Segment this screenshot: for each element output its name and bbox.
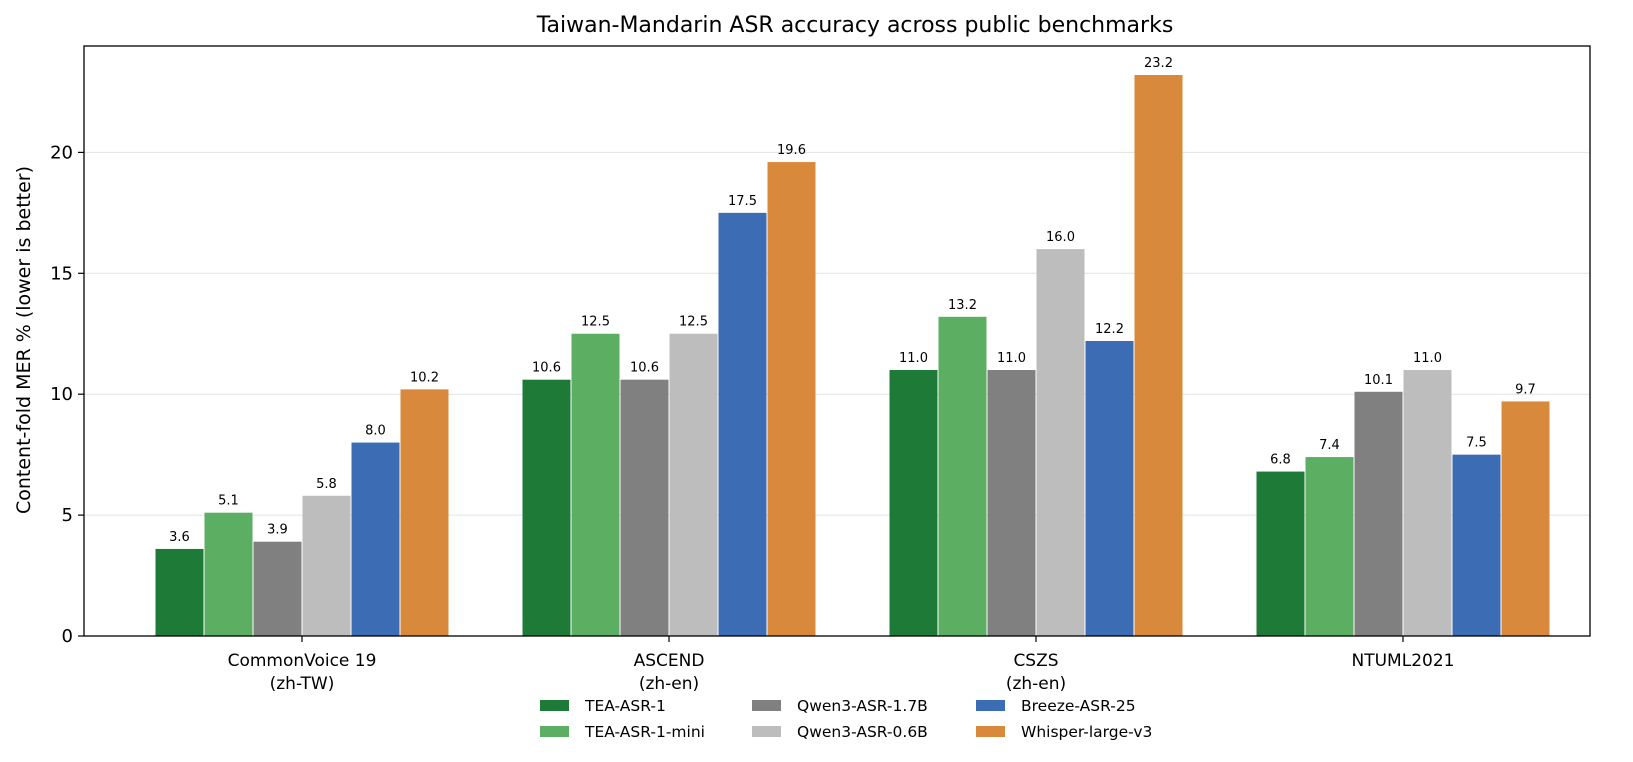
y-tick-label: 0 [62,626,73,647]
bar-breeze-asr-25-3 [1452,454,1501,636]
x-tick-label: CommonVoice 19 [228,651,377,671]
x-tick-label: (zh-en) [639,674,699,694]
plot-frame [83,45,1591,637]
bar-breeze-asr-25-1 [718,212,767,636]
legend-entry: Breeze-ASR-25 [1021,697,1136,715]
bar-value-label: 10.1 [1364,373,1393,388]
bar-value-label: 11.0 [997,351,1026,366]
x-tick-label: (zh-en) [1006,674,1066,694]
bar-whisper-large-v3-0 [400,389,449,636]
legend-swatch [752,726,781,737]
bar-whisper-large-v3-1 [767,162,816,637]
data-labels: 3.6 5.1 3.9 5.8 8.0 10.2 10.6 12.5 10.6 12.5 17.5 1… [169,56,1536,545]
y-tick-label: 15 [50,263,73,284]
bar-value-label: 9.7 [1515,382,1536,397]
bar-value-label: 17.5 [728,194,757,209]
bar-value-label: 7.5 [1466,436,1487,451]
x-tick-label: CSZS [1013,651,1058,671]
bar-value-label: 3.9 [267,523,288,538]
bar-value-label: 10.6 [630,361,659,376]
bar-tea-asr-1-mini-0 [204,512,253,636]
bar-qwen3-asr-0-6b-1 [669,333,718,636]
legend-entry: Qwen3-ASR-0.6B [797,723,928,741]
legend-swatch [540,700,569,711]
bar-value-label: 23.2 [1144,56,1173,71]
bar-qwen3-asr-0-6b-0 [302,495,351,636]
x-axis-ticks: CommonVoice 19 (zh-TW) ASCEND (zh-en) CSZS (z… [228,636,1455,694]
legend-entry: TEA-ASR-1-mini [584,723,705,741]
bar-qwen3-asr-1-7b-2 [987,370,1036,636]
y-tick-label: 20 [50,142,73,163]
x-tick-label: ASCEND [634,651,705,671]
legend-swatch [540,726,569,737]
bar-value-label: 10.6 [532,361,561,376]
bar-value-label: 3.6 [169,530,190,545]
x-tick-label: (zh-TW) [270,674,335,694]
bar-tea-asr-1-mini-3 [1305,457,1354,636]
bar-tea-asr-1-3 [1256,471,1305,636]
bar-qwen3-asr-1-7b-0 [253,541,302,636]
bar-value-label: 12.5 [581,315,610,330]
bar-value-label: 10.2 [410,370,439,385]
legend-swatch [976,726,1005,737]
bar-value-label: 11.0 [899,351,928,366]
x-tick-label: NTUML2021 [1352,651,1455,671]
bar-value-label: 16.0 [1046,230,1075,245]
bar-value-label: 8.0 [365,424,386,439]
legend-swatch [752,700,781,711]
bar-whisper-large-v3-2 [1134,75,1183,636]
bar-value-label: 12.2 [1095,322,1124,337]
bar-qwen3-asr-0-6b-3 [1403,370,1452,636]
bar-value-label: 6.8 [1270,453,1291,468]
bar-qwen3-asr-1-7b-3 [1354,391,1403,636]
y-tick-label: 10 [50,384,73,405]
y-axis-label: Content-fold MER % (lower is better) [13,166,35,514]
bar-value-label: 5.1 [218,494,239,509]
bar-tea-asr-1-mini-2 [938,316,987,636]
bar-value-label: 13.2 [948,298,977,313]
bar-value-label: 12.5 [679,315,708,330]
bar-breeze-asr-25-2 [1085,341,1134,636]
bar-breeze-asr-25-0 [351,442,400,636]
bar-tea-asr-1-0 [155,548,204,636]
bar-whisper-large-v3-3 [1501,401,1550,636]
y-axis-ticks: 0 5 10 15 20 [50,142,84,647]
legend-entry: Qwen3-ASR-1.7B [797,697,928,715]
bar-tea-asr-1-2 [889,370,938,636]
bar-tea-asr-1-mini-1 [571,333,620,636]
legend-entry: TEA-ASR-1 [584,697,666,715]
bar-value-label: 7.4 [1319,438,1340,453]
bar-value-label: 19.6 [777,143,806,158]
legend: TEA-ASR-1 TEA-ASR-1-mini Qwen3-ASR-1.7B Qwe… [540,697,1152,741]
bar-tea-asr-1-1 [522,379,571,636]
legend-swatch [976,700,1005,711]
bar-qwen3-asr-0-6b-2 [1036,249,1085,637]
bar-qwen3-asr-1-7b-1 [620,379,669,636]
bar-value-label: 11.0 [1413,351,1442,366]
chart-title: Taiwan-Mandarin ASR accuracy across publ… [536,13,1174,38]
bar-value-label: 5.8 [316,477,337,492]
bars [155,75,1550,637]
y-tick-label: 5 [62,505,73,526]
legend-entry: Whisper-large-v3 [1021,723,1152,741]
